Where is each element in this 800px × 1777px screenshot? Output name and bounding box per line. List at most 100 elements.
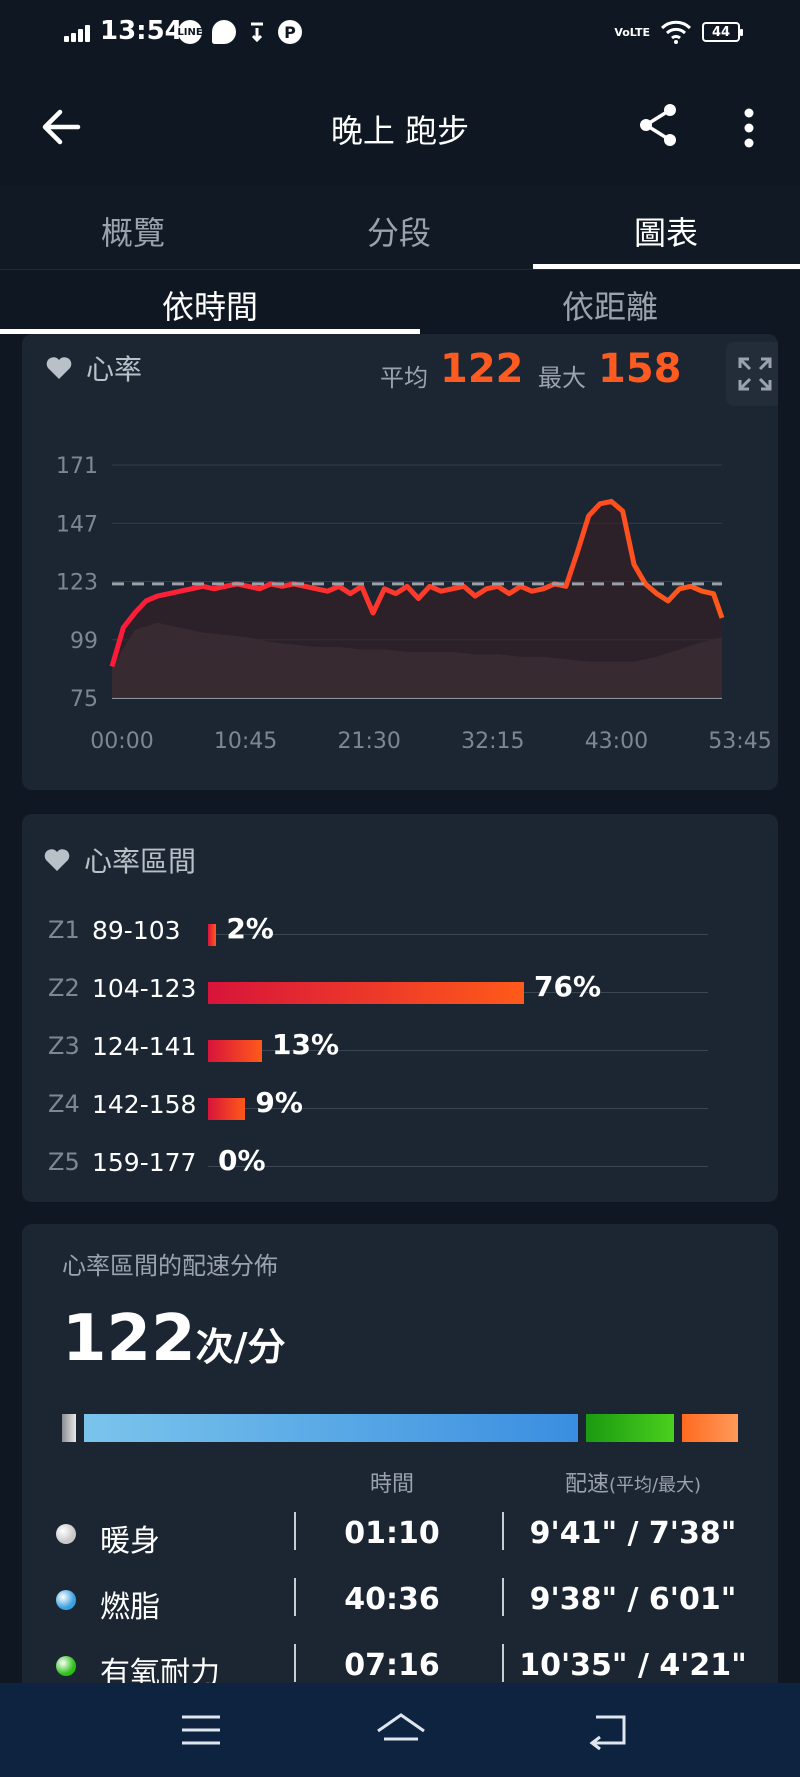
return-icon (589, 1715, 626, 1751)
zone-time: 40:36 (344, 1582, 440, 1617)
zone-bar (208, 982, 524, 1004)
zone-percent: 13% (272, 1028, 340, 1061)
pace-bar-fatburn[interactable] (84, 1414, 578, 1442)
zone-range: 159-177 (92, 1148, 197, 1177)
zone-bar (208, 924, 217, 946)
share-button[interactable] (636, 100, 680, 150)
pace-bar-anaerobic[interactable] (682, 1414, 738, 1442)
column-pace-sub: (平均/最大) (608, 1475, 702, 1496)
selected-hr-value: 122次/分 (62, 1302, 285, 1376)
expand-icon (738, 357, 772, 391)
arrow-left-icon (42, 109, 81, 145)
chat-icon (212, 20, 236, 44)
x-tick-label: 53:45 (708, 729, 771, 754)
zone-percent: 0% (218, 1144, 266, 1177)
active-subtab-indicator (0, 329, 420, 334)
zone-pace: 9'38" / 6'01" (529, 1582, 737, 1617)
heart-rate-title: 心率 (46, 348, 142, 388)
x-tick-label: 21:30 (337, 729, 400, 754)
line-icon: LINE (177, 20, 203, 44)
zone-range: 104-123 (92, 974, 197, 1003)
column-pace-label: 配速 (564, 1472, 609, 1497)
pace-distribution-title: 心率區間的配速分佈 (62, 1252, 278, 1280)
x-tick-label: 32:15 (461, 729, 524, 754)
y-tick-label: 147 (56, 512, 98, 537)
home-icon (377, 1713, 425, 1741)
column-time: 時間 (369, 1472, 414, 1497)
app-bar: 晚上 跑步 (0, 70, 800, 185)
zone-row-z5: Z5 159-177 0% (22, 1144, 778, 1184)
subtab-by-distance[interactable]: 依距離 (561, 288, 658, 326)
divider (502, 1578, 504, 1616)
zone-row-z1: Z1 89-103 2% (22, 912, 778, 952)
zone-range: 124-141 (92, 1032, 197, 1061)
divider (294, 1512, 296, 1550)
y-tick-label: 171 (56, 454, 98, 479)
zone-track (208, 1108, 708, 1109)
x-tick-label: 10:45 (214, 729, 277, 754)
heart-icon (46, 357, 72, 379)
zone-name: 燃脂 (100, 1590, 160, 1625)
zone-time: 07:16 (344, 1648, 440, 1683)
subtab-by-time[interactable]: 依時間 (161, 288, 258, 326)
zone-row-z2: Z2 104-123 76% (22, 970, 778, 1010)
zone-range: 89-103 (92, 916, 181, 945)
zone-percent: 76% (534, 970, 602, 1003)
tab-splits[interactable]: 分段 (366, 214, 431, 252)
main-tabs: 概覽 分段 圖表 (0, 186, 800, 270)
more-options-button[interactable] (734, 108, 764, 148)
y-tick-label: 123 (56, 571, 98, 596)
x-tick-label: 00:00 (90, 729, 153, 754)
fullscreen-button[interactable] (726, 342, 778, 406)
zone-name: 暖身 (100, 1524, 160, 1559)
zone-bar (208, 1098, 246, 1120)
zone-id: Z3 (48, 1032, 80, 1060)
tab-charts[interactable]: 圖表 (633, 214, 698, 252)
menu-button[interactable] (176, 1709, 226, 1751)
pace-bar-warmup[interactable] (62, 1414, 76, 1442)
pace-distribution-card: 心率區間的配速分佈 122次/分 時間 配速(平均/最大) 暖身 01:10 9'4… (22, 1224, 778, 1694)
max-label: 最大 (538, 364, 586, 392)
heart-rate-chart: 171 147 123 99 75 00:00 10:45 21:30 32:15 43:00 53… (56, 454, 772, 754)
status-bar: 13:54 LINE P VoLTE 44 (0, 0, 800, 70)
page-title: 晚上 跑步 (330, 112, 470, 150)
divider (294, 1644, 296, 1682)
wifi-icon (660, 20, 692, 44)
hr-zones-label: 心率區間 (84, 845, 197, 878)
zone-time: 01:10 (344, 1516, 440, 1551)
system-nav-bar (0, 1683, 800, 1777)
parking-icon: P (278, 20, 302, 44)
hr-value: 122 (62, 1302, 196, 1376)
zone-id: Z2 (48, 974, 80, 1002)
active-tab-indicator (533, 264, 800, 269)
zone-id: Z5 (48, 1148, 80, 1176)
divider (502, 1512, 504, 1550)
back-button[interactable] (36, 102, 86, 152)
column-pace: 配速(平均/最大) (498, 1466, 768, 1498)
heart-rate-card: 心率 平均 122 最大 158 171 147 123 99 75 00:00 10:45… (22, 334, 778, 790)
tab-overview[interactable]: 概覽 (100, 214, 165, 252)
divider (294, 1578, 296, 1616)
max-value: 158 (598, 346, 682, 392)
home-button[interactable] (374, 1709, 425, 1751)
zone-row-z4: Z4 142-158 9% (22, 1086, 778, 1126)
zone-track (208, 1166, 708, 1167)
back-nav-button[interactable] (584, 1709, 634, 1751)
menu-icon (182, 1715, 220, 1745)
battery-icon: 44 (702, 22, 743, 42)
zone-track (208, 934, 708, 935)
zone-row-z3: Z3 124-141 13% (22, 1028, 778, 1068)
zone-bar (208, 1040, 263, 1062)
heart-icon (44, 849, 70, 871)
download-icon (248, 22, 266, 44)
share-icon (640, 104, 676, 146)
pace-bar-aerobic[interactable] (586, 1414, 674, 1442)
sub-tabs: 依時間 依距離 (0, 270, 800, 334)
zone-dot-icon (56, 1524, 76, 1544)
zone-id: Z4 (48, 1090, 80, 1118)
more-vert-icon (744, 108, 754, 148)
zone-pace: 10'35" / 4'21" (519, 1648, 747, 1683)
signal-icon (64, 24, 94, 42)
hr-zones-card: 心率區間 Z1 89-103 2% Z2 104-123 76% Z3 124-141 13% Z… (22, 814, 778, 1202)
divider (502, 1644, 504, 1682)
